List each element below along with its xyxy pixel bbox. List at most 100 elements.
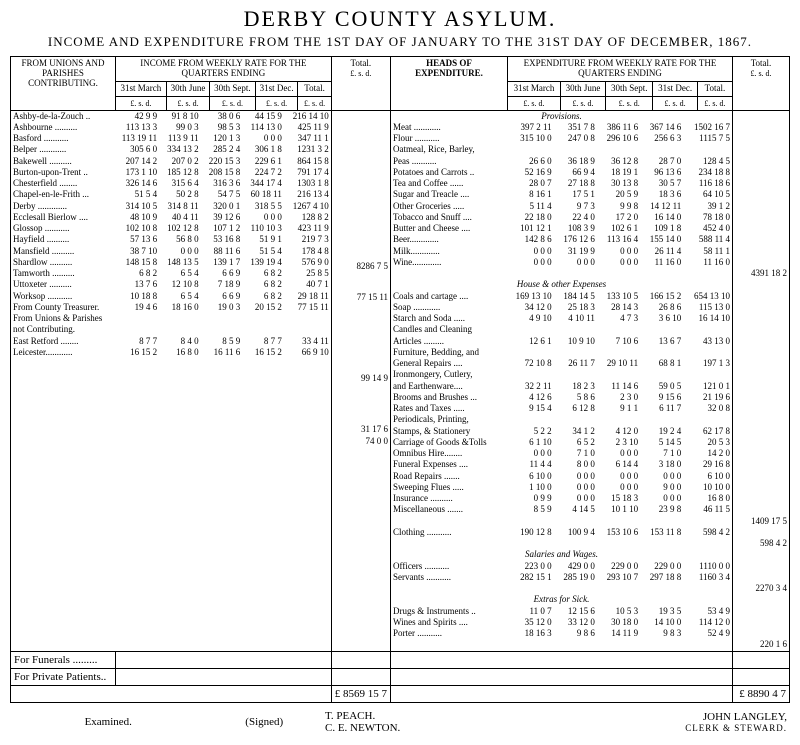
income-cell: 40 7 1 (284, 279, 331, 290)
exp-cell: 16 8 0 (683, 493, 732, 504)
income-cell: 60 18 11 (242, 189, 284, 200)
exp-cell: 297 18 8 (640, 572, 683, 583)
exp-cell (554, 347, 597, 358)
c5: £. s. d. (298, 96, 331, 110)
exp-cell: 2 3 0 (597, 392, 640, 403)
exp-cell: 9 0 0 (640, 482, 683, 493)
income-cell: 38 0 6 (201, 111, 243, 122)
exp-cell: 26 11 7 (554, 358, 597, 369)
exp-cell: 4 9 10 (505, 313, 554, 324)
exp-row-label: Insurance .......... (391, 493, 505, 504)
footer-sign1: T. PEACH. (325, 710, 516, 722)
exp-row-label: Funeral Expenses .... (391, 459, 505, 470)
income-cell: 6 6 9 (201, 268, 243, 279)
income-cell: 6 5 4 (159, 291, 201, 302)
exp-cell (640, 144, 683, 155)
exp-cell: 27 18 8 (554, 178, 597, 189)
exp-cell: 351 7 8 (554, 122, 597, 133)
exp-cell: 153 11 8 (640, 527, 683, 538)
exp-cell: 0 0 0 (597, 448, 640, 459)
exp-row-label: Porter ........... (391, 628, 505, 639)
exp-cell: 100 9 4 (554, 527, 597, 538)
exp-section-head: Provisions. (391, 111, 732, 122)
income-cell: 51 9 1 (242, 234, 284, 245)
income-cell: 7 18 9 (201, 279, 243, 290)
income-cell: 285 2 4 (201, 144, 243, 155)
exp-cell (554, 414, 597, 425)
income-cell: 113 9 11 (159, 133, 201, 144)
exp-cell (683, 324, 732, 335)
income-cell: 120 1 3 (201, 133, 243, 144)
income-row-label: East Retford ........ (11, 336, 113, 347)
income-cell: 344 17 4 (242, 178, 284, 189)
exp-cell: 9 1 1 (597, 403, 640, 414)
exp-row-label: General Repairs .... (391, 358, 505, 369)
exp-subtotal: 1409 17 5 (733, 516, 789, 527)
eq2: 30th June (560, 81, 605, 96)
income-cell: 224 7 2 (242, 167, 284, 178)
income-row-label: not Contributing. (11, 324, 113, 335)
exp-cell: 10 9 10 (554, 336, 597, 347)
exp-cell: 315 10 0 (505, 133, 554, 144)
q3: 30th Sept. (210, 81, 255, 96)
exp-cell: 18 2 3 (554, 381, 597, 392)
exp-cell: 285 19 0 (554, 572, 597, 583)
income-cell: 77 15 11 (284, 302, 331, 313)
income-cell: 178 4 8 (284, 246, 331, 257)
exp-row-label: Peas ........... (391, 156, 505, 167)
income-cell: 219 7 3 (284, 234, 331, 245)
income-row-label: From County Treasurer. (11, 302, 113, 313)
exp-row-label: Drugs & Instruments .. (391, 606, 505, 617)
income-cell: 88 11 6 (201, 246, 243, 257)
exp-cell: 6 11 7 (640, 403, 683, 414)
exp-cell: 14 2 0 (683, 448, 732, 459)
exp-cell: 6 14 4 (597, 459, 640, 470)
exp-cell (554, 144, 597, 155)
exp-row-label: Soap ............ (391, 302, 505, 313)
for-funerals: For Funerals ......... (11, 651, 116, 668)
income-cell: 8 7 7 (242, 336, 284, 347)
income-cell: 0 0 0 (159, 246, 201, 257)
exp-cell: 32 2 11 (505, 381, 554, 392)
exp-cell: 102 6 1 (597, 223, 640, 234)
exp-row-label: Servants ........... (391, 572, 505, 583)
income-row-label: Hayfield .......... (11, 234, 113, 245)
exp-cell: 0 0 0 (505, 257, 554, 268)
income-cell: 25 8 5 (284, 268, 331, 279)
exp-cell: 33 12 0 (554, 617, 597, 628)
exp-cell: 0 0 0 (554, 257, 597, 268)
exp-cell: 114 12 0 (683, 617, 732, 628)
income-cell: 113 13 3 (113, 122, 159, 133)
exp-row-label: Brooms and Brushes ... (391, 392, 505, 403)
income-cell: 576 9 0 (284, 257, 331, 268)
exp-row-label: Wine............. (391, 257, 505, 268)
exp-cell: 66 9 4 (554, 167, 597, 178)
exp-cell: 9 8 3 (640, 628, 683, 639)
exp-cell: 234 18 8 (683, 167, 732, 178)
income-cell: 0 0 0 (242, 133, 284, 144)
exp-cell: 20 5 3 (683, 437, 732, 448)
income-row-label: Basford ........... (11, 133, 113, 144)
income-cell: 128 8 2 (284, 212, 331, 223)
exp-cell: 68 8 1 (640, 358, 683, 369)
exp-cell (597, 414, 640, 425)
exp-row-label: Coals and cartage .... (391, 291, 505, 302)
exp-cell: 1502 16 7 (683, 122, 732, 133)
exp-cell: 155 14 0 (640, 234, 683, 245)
exp-cell (505, 414, 554, 425)
exp-cell: 1110 0 0 (683, 561, 732, 572)
income-cell: 12 10 8 (159, 279, 201, 290)
income-cell: 216 13 4 (284, 189, 331, 200)
exp-cell: 22 4 0 (554, 212, 597, 223)
income-row-label: Ashby-de-la-Zouch .. (11, 111, 113, 122)
exp-cell: 1115 7 5 (683, 133, 732, 144)
exp-row-label: Oatmeal, Rice, Barley, (391, 144, 505, 155)
footer-right2: CLERK & STEWARD. (520, 723, 788, 733)
exp-row-label: Road Repairs ....... (391, 471, 505, 482)
exp-cell: 166 15 2 (640, 291, 683, 302)
income-cell: 16 15 2 (242, 347, 284, 358)
exp-cell: 28 0 7 (505, 178, 554, 189)
income-cell: 314 8 11 (159, 201, 201, 212)
q2: 30th June (166, 81, 209, 96)
income-cell (284, 324, 331, 335)
